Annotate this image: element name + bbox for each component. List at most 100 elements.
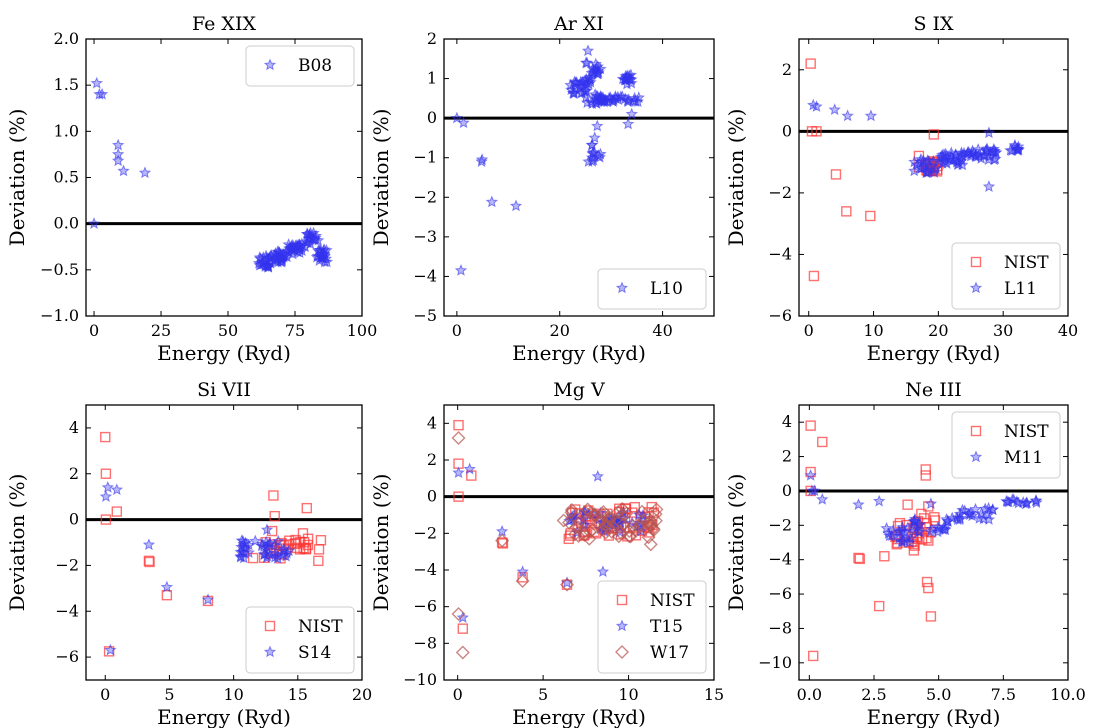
data-point <box>621 70 634 83</box>
data-point <box>255 539 268 552</box>
data-point <box>936 150 950 163</box>
legend: NIST M11 <box>951 411 1061 479</box>
data-point <box>598 518 613 533</box>
x-tick-label: 0 <box>100 685 110 704</box>
data-point <box>830 169 842 180</box>
x-tick-label: 0 <box>804 321 814 340</box>
data-point <box>598 525 613 540</box>
panel-5: Mg V 0 5 10 15 −10 −8 −6 −4 −2 0 2 4 Energy (Ryd) Devi… <box>369 379 724 728</box>
y-tick-label: −6 <box>55 647 79 666</box>
data-point <box>594 512 609 527</box>
legend-label: M11 <box>1004 448 1043 468</box>
x-tick-label: 2.5 <box>861 685 886 704</box>
data-point <box>95 87 109 100</box>
y-tick-label: −4 <box>768 550 792 569</box>
legend-box <box>597 268 707 310</box>
y-tick-label: 0.5 <box>54 168 79 187</box>
x-axis-label: Energy (Ryd) <box>157 341 291 365</box>
data-point <box>828 103 841 116</box>
y-tick-label: 2.0 <box>54 29 79 48</box>
y-tick-label: 4 <box>427 413 437 432</box>
x-axis-label: Energy (Ryd) <box>512 705 646 728</box>
series-l11 <box>807 98 1025 192</box>
data-point <box>805 466 816 478</box>
data-point <box>873 600 885 612</box>
data-point <box>571 528 586 543</box>
data-point <box>892 532 906 545</box>
data-point <box>988 144 1001 157</box>
data-point <box>160 580 174 593</box>
y-tick-label: 1.5 <box>54 75 79 94</box>
data-point <box>104 643 117 656</box>
data-point <box>450 111 464 124</box>
data-point <box>1029 494 1043 507</box>
x-tick-label: 20 <box>352 685 372 704</box>
y-tick-label: −8 <box>413 633 437 652</box>
legend-marker <box>616 594 628 606</box>
data-point <box>988 153 1001 166</box>
data-point <box>924 497 938 510</box>
y-tick-label: −1 <box>413 148 437 167</box>
legend-marker <box>969 281 983 294</box>
data-point <box>958 504 971 517</box>
data-point <box>451 607 466 621</box>
series-nist <box>805 420 941 662</box>
y-axis-label: Deviation (%) <box>369 109 393 247</box>
data-point <box>1010 142 1023 155</box>
y-tick-label: −2 <box>413 523 437 542</box>
data-point <box>895 535 908 547</box>
data-point <box>914 162 927 174</box>
y-tick-label: −6 <box>413 597 437 616</box>
legend-marker <box>615 281 629 294</box>
legend-label: W17 <box>650 643 689 663</box>
data-point <box>643 537 658 552</box>
y-axis-label: Deviation (%) <box>5 109 29 247</box>
data-point <box>313 544 325 555</box>
data-point <box>969 148 983 161</box>
y-tick-label: 2 <box>782 60 792 79</box>
data-point <box>591 470 604 482</box>
data-point <box>451 431 466 445</box>
y-tick-label: 0 <box>427 487 437 506</box>
legend-label: T15 <box>650 617 683 637</box>
data-point <box>841 206 852 217</box>
y-tick-label: −4 <box>413 560 437 579</box>
data-point <box>517 572 528 583</box>
data-point <box>625 76 638 89</box>
data-point <box>817 436 828 448</box>
data-point <box>922 154 936 167</box>
data-point <box>928 163 941 175</box>
data-point <box>591 64 605 77</box>
data-point <box>475 153 489 165</box>
data-point <box>635 504 650 519</box>
panel-title: Mg V <box>553 379 605 401</box>
data-layer <box>444 419 714 660</box>
data-point <box>455 645 470 660</box>
data-point <box>616 517 631 532</box>
y-axis-label: Deviation (%) <box>5 474 29 612</box>
legend-marker <box>969 450 983 463</box>
panel-title: Si VII <box>197 379 251 401</box>
data-point <box>808 270 820 282</box>
data-point <box>87 217 101 229</box>
data-point <box>290 239 303 252</box>
y-axis-label: Deviation (%) <box>724 474 748 612</box>
data-point <box>297 528 309 539</box>
data-point <box>453 419 464 431</box>
x-tick-label: 75 <box>285 321 305 340</box>
data-point <box>560 577 575 592</box>
data-point <box>453 491 464 502</box>
data-point <box>585 138 599 151</box>
data-point <box>515 574 530 588</box>
data-point <box>509 199 523 212</box>
plot-frame <box>443 38 715 317</box>
y-tick-label: 0.0 <box>54 214 79 233</box>
data-point <box>585 151 599 163</box>
data-point <box>237 551 250 564</box>
legend-marker <box>615 645 629 659</box>
data-point <box>853 552 864 564</box>
data-point <box>632 91 645 103</box>
data-point <box>931 525 944 538</box>
data-point <box>110 483 124 496</box>
data-point <box>641 515 656 530</box>
